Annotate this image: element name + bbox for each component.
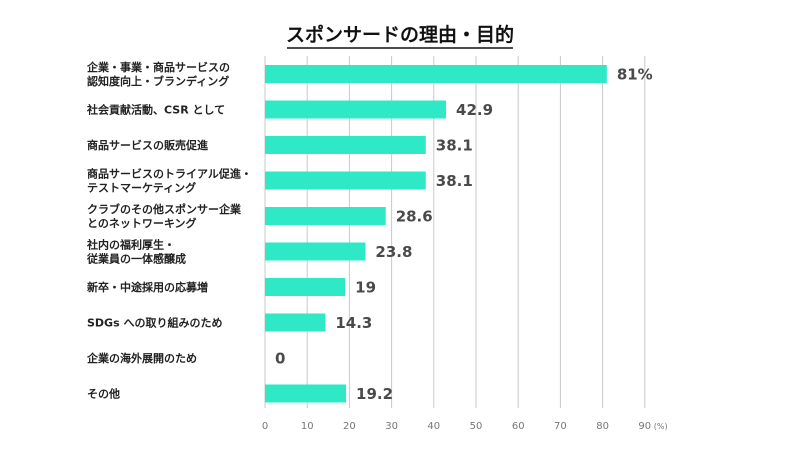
x-tick-label: 70 [554,421,567,432]
category-label: その他 [87,387,120,401]
bar [265,278,346,296]
x-tick-label: 10 [301,421,314,432]
category-label: クラブのその他スポンサー企業 [87,202,242,216]
data-label: 23.8 [375,243,412,261]
bar [265,384,347,403]
category-label: 認知度向上・ブランディング [87,74,229,88]
x-tick-label: 60 [512,421,525,432]
category-label: 新卒・中途採用の応募増 [87,280,208,294]
x-tick-label: 0 [262,421,268,432]
category-label: とのネットワーキング [87,216,197,230]
bar [265,171,426,190]
data-label: 42.9 [456,101,493,119]
x-axis-ticks: 0 10 20 30 40 50 60 70 80 90 (%) [262,421,668,432]
data-label: 19 [355,279,376,297]
category-label: 社内の福利厚生・ [86,238,175,252]
bar [265,100,447,119]
category-label: 企業の海外展開のため [86,351,197,365]
category-label: 従業員の一体感醸成 [86,252,186,266]
bar [265,65,607,83]
category-label: 商品サービスのトライアル促進・ [87,167,252,181]
data-label: 81% [617,66,653,84]
category-label: 企業・事業・商品サービスの [86,60,230,74]
x-unit-label: (%) [654,422,668,431]
category-label: SDGs への取り組みのため [87,316,222,330]
data-label: 0 [275,350,285,368]
bars [265,65,607,403]
data-label: 28.6 [396,208,433,226]
data-label: 14.3 [335,314,372,332]
category-label: 商品サービスの販売促進 [87,138,209,152]
data-label: 19.2 [356,385,393,403]
x-tick-label: 30 [385,421,398,432]
x-tick-label: 50 [470,421,483,432]
bar [265,136,426,154]
bar [265,242,366,261]
x-tick-label: 40 [427,421,440,432]
bar [265,207,386,225]
x-tick-label: 90 [638,421,651,432]
category-label: テストマーケティング [87,181,196,195]
x-tick-label: 20 [343,421,356,432]
chart-title: スポンサードの理由・目的 [286,23,514,46]
data-label: 38.1 [436,172,473,190]
x-tick-label: 80 [596,421,609,432]
category-label: 社会貢献活動、CSR として [86,103,225,117]
data-label: 38.1 [436,137,473,155]
bar [265,313,326,332]
